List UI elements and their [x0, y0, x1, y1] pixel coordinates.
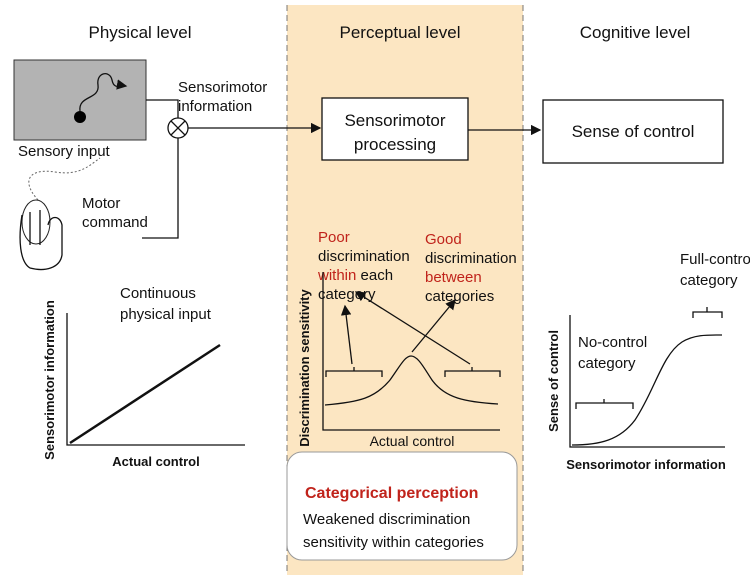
annotation: physical input — [120, 306, 212, 323]
y-axis-label: Sense of control — [546, 330, 561, 432]
label: Motor — [82, 195, 120, 212]
connector — [142, 138, 179, 239]
label: between — [425, 269, 482, 286]
label: category — [318, 286, 376, 303]
annotation: Continuous — [120, 285, 196, 302]
arrow — [411, 298, 456, 353]
axes — [569, 315, 725, 448]
axes — [66, 313, 245, 446]
summary-title: Categorical perception — [305, 485, 478, 502]
x-axis-label: Sensorimotor information — [566, 457, 726, 472]
connector — [146, 99, 179, 118]
bracket — [444, 367, 501, 377]
summary-box — [286, 451, 518, 561]
level-title: Cognitive level — [580, 23, 691, 42]
label: category — [680, 272, 738, 289]
bracket — [325, 367, 383, 377]
y-axis-label: Discrimination sensitivity — [297, 288, 312, 446]
label: Poor — [318, 229, 350, 246]
label: category — [578, 355, 636, 372]
arrow — [354, 291, 471, 365]
summary-text: sensitivity within categories — [303, 534, 484, 551]
sense-box — [542, 99, 724, 164]
label: No-control — [578, 334, 647, 351]
screen — [13, 59, 147, 141]
label: Full-control — [680, 251, 750, 268]
label: command — [82, 214, 148, 231]
comparator-cross — [170, 120, 186, 136]
sigmoid-curve — [571, 334, 723, 446]
bracket — [692, 307, 723, 318]
y-axis-label: Sensorimotor information — [42, 300, 57, 460]
bracket — [575, 399, 634, 409]
label: within — [317, 267, 356, 284]
level-title: Perceptual level — [340, 23, 461, 42]
box-label: processing — [354, 135, 436, 154]
mouse — [21, 199, 51, 245]
label: each — [356, 267, 393, 284]
box-label: Sense of control — [572, 122, 695, 141]
level-title: Physical level — [89, 23, 192, 42]
processing-box — [321, 97, 469, 161]
label: categories — [425, 288, 494, 305]
arrow — [340, 304, 353, 365]
cursor-dot — [74, 111, 86, 123]
label: discrimination — [318, 248, 410, 265]
x-axis-label: Actual control — [112, 454, 199, 469]
label: Good — [425, 231, 462, 248]
cursor-path — [79, 73, 128, 112]
x-axis-label: Actual control — [370, 433, 455, 449]
hand — [19, 210, 63, 271]
label: information — [178, 98, 252, 115]
axes — [322, 272, 500, 431]
summary-text: Weakened discrimination — [303, 511, 470, 528]
label: within each — [317, 267, 393, 284]
box-label: Sensorimotor — [344, 111, 445, 130]
sensitivity-curve — [324, 355, 499, 406]
label: Sensorimotor — [178, 79, 267, 96]
linear-curve — [69, 343, 221, 445]
mouse-cable — [28, 157, 101, 201]
label: discrimination — [425, 250, 517, 267]
label: Sensory input — [18, 143, 111, 160]
